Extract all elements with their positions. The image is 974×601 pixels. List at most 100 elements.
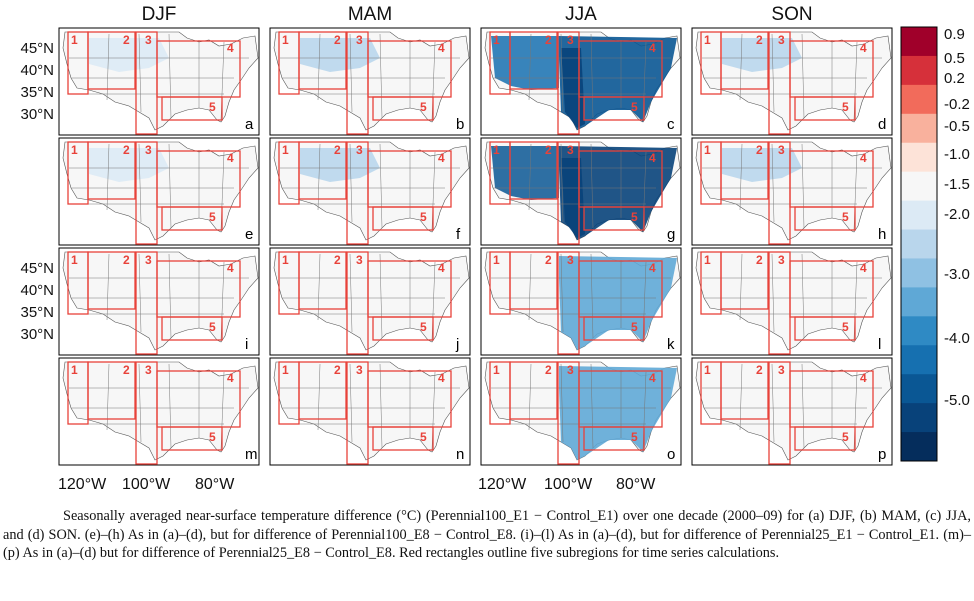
map-grid-line [590,363,594,449]
subregion-box [161,316,223,341]
subregion-number: 4 [438,371,445,385]
map-grid-line [349,363,353,443]
subregion-number: 2 [334,33,341,47]
subregion-box [161,426,223,451]
subregion-box [794,206,856,231]
subregion-number: 3 [356,253,363,267]
us-outline [695,251,892,351]
subregion-box [583,206,645,231]
subregion-number: 1 [493,363,500,377]
panel-letter: p [878,446,886,463]
subregion-number: 2 [123,33,130,47]
map-grid-line [379,363,383,449]
lat-label-35n: 35°N [20,84,54,101]
colorbar-label: -0.2 [944,96,970,113]
lon-label-80w: 80°W [195,476,235,493]
subregion-number: 4 [649,41,656,55]
map-panel: 1 2 3 4 5 m [58,357,260,466]
subregion-box [87,141,136,200]
map-grid-line [138,33,142,113]
map-grid-line [138,363,142,443]
subregion-number: 1 [704,253,711,267]
subregion-number: 3 [145,33,152,47]
colorbar-label: -4.0 [944,330,970,347]
subregion-number: 4 [438,151,445,165]
panel-letter: h [878,226,886,243]
lat-label-35n-row3: 35°N [20,304,54,321]
subregion-box [298,361,347,420]
subregion-box [583,426,645,451]
temperature-anomaly-area [89,38,169,72]
subregion-box [161,206,223,231]
lon-label-120w-jja: 120°W [478,476,527,493]
map-grid-line [771,253,775,333]
temperature-anomaly-area [559,146,677,240]
colorbar-label: 0.2 [944,70,965,87]
panel-letter: j [455,336,459,353]
subregion-number: 3 [145,253,152,267]
lat-label-30n-row3: 30°N [20,326,54,343]
subregion-number: 4 [438,261,445,275]
temperature-anomaly-area [300,148,380,182]
map-grid-line [801,363,805,449]
us-outline [62,251,259,351]
map-panel: 1 2 3 4 5 j [269,247,471,356]
map-grid-line [590,143,594,229]
map-grid-line [349,143,353,223]
panel-letter: k [667,336,675,353]
us-outline [273,361,470,461]
subregion-box [372,426,434,451]
subregion-number: 4 [227,151,234,165]
colorbar-segment [901,345,937,375]
subregion-number: 5 [420,320,427,334]
map-grid-line [801,143,805,229]
subregion-number: 2 [545,33,552,47]
panel-letter: i [245,336,248,353]
map-panel: 1 2 3 4 5 i [58,247,260,356]
subregion-number: 2 [756,33,763,47]
subregion-number: 5 [631,100,638,114]
subregion-number: 5 [631,210,638,224]
subregion-number: 3 [356,363,363,377]
colorbar-segment [901,316,937,346]
subregion-number: 1 [282,253,289,267]
subregion-number: 4 [227,261,234,275]
subregion-number: 1 [493,33,500,47]
colorbar-segment [901,55,937,86]
colorbar-segment [901,142,937,173]
subregion-box [87,31,136,90]
subregion-number: 4 [649,151,656,165]
subregion-box [372,206,434,231]
map-panel: 1 2 3 4 5 p [691,357,893,466]
subregion-number: 5 [631,320,638,334]
subregion-number: 3 [778,33,785,47]
colorbar-label: 0.9 [944,26,965,43]
column-title-son: SON [771,4,813,25]
colorbar-label: -1.0 [944,146,970,163]
subregion-number: 1 [493,143,500,157]
subregion-number: 1 [71,143,78,157]
map-panel: 1 2 3 4 5 l [691,247,893,356]
subregion-box [161,96,223,121]
colorbar-label: -5.0 [944,392,970,409]
subregion-number: 5 [842,100,849,114]
subregion-number: 3 [567,253,574,267]
map-grid-line [801,33,805,119]
lon-label-120w: 120°W [58,476,107,493]
subregion-number: 2 [123,143,130,157]
colorbar [900,26,938,462]
colorbar-segment [901,171,937,202]
subregion-number: 5 [209,210,216,224]
subregion-number: 2 [756,363,763,377]
panel-letter: l [878,336,881,353]
subregion-number: 4 [860,41,867,55]
subregion-number: 2 [756,143,763,157]
colorbar-frame [900,26,938,462]
subregion-box [583,96,645,121]
subregion-number: 5 [842,430,849,444]
colorbar-label: -0.5 [944,118,970,135]
subregion-number: 4 [438,41,445,55]
subregion-number: 3 [778,253,785,267]
subregion-number: 1 [282,363,289,377]
map-panel: 1 2 3 4 5 e [58,137,260,246]
